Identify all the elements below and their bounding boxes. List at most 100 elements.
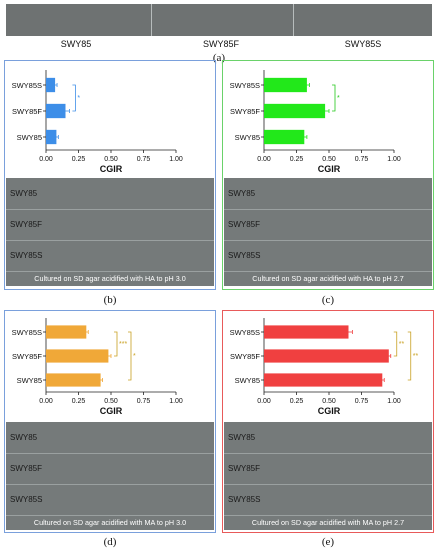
strain-label: SWY85F — [202, 39, 239, 49]
y-tick-label: SWY85 — [235, 133, 260, 142]
y-tick-label: SWY85F — [12, 107, 42, 116]
x-tick-label: 1.00 — [169, 398, 183, 405]
bar — [264, 373, 383, 387]
panel-letter-d: (d) — [103, 536, 117, 548]
panel-c-frame — [222, 60, 434, 290]
bar — [46, 129, 57, 145]
plate-row — [6, 422, 214, 454]
plate-row — [224, 209, 432, 241]
strain-label: SWY85 — [60, 39, 92, 49]
chart-c: SWY85S SWY85F SWY85 0.00 0.25 0.50 0.75 1.00 CGI… — [230, 70, 401, 174]
y-tick-label: SWY85 — [17, 133, 42, 142]
plate-e: SWY85 SWY85F SWY85S Cultured on SD agar aci… — [224, 422, 432, 530]
bar — [46, 325, 87, 339]
plate-row-label: SWY85F — [228, 464, 261, 473]
bar — [46, 373, 101, 387]
strip-divider — [293, 4, 294, 36]
x-tick-label: 0.50 — [104, 398, 118, 405]
y-tick-label: SWY85F — [230, 107, 260, 116]
plate-row-label: SWY85S — [228, 251, 261, 260]
y-tick-label: SWY85F — [230, 352, 260, 361]
panel-b-frame — [4, 60, 216, 290]
significance-label: * — [77, 95, 80, 102]
y-tick-label: SWY85 — [235, 376, 260, 385]
bar — [264, 129, 305, 145]
y-tick-label: SWY85F — [12, 352, 42, 361]
x-axis-label: CGIR — [100, 406, 123, 416]
x-tick-label: 1.00 — [169, 156, 183, 163]
x-tick-label: 0.50 — [322, 156, 336, 163]
panel-letter-b: (b) — [103, 294, 117, 306]
x-tick-label: 0.25 — [290, 398, 304, 405]
significance-bracket — [128, 331, 132, 381]
chart-d: SWY85S SWY85F SWY85 0.00 0.25 0.50 0.75 1.00 CGI… — [12, 318, 183, 416]
plate-row-label: SWY85 — [228, 189, 256, 198]
x-tick-label: 0.00 — [257, 156, 271, 163]
significance-bracket — [114, 331, 118, 357]
strip-divider — [151, 4, 152, 36]
x-tick-label: 0.25 — [290, 156, 304, 163]
panel-e-frame — [222, 310, 434, 533]
plate-row — [224, 453, 432, 485]
significance-label: *** — [119, 341, 127, 348]
plate-row-label: SWY85S — [10, 495, 43, 504]
y-tick-label: SWY85S — [12, 81, 42, 90]
plate-caption: Cultured on SD agar acidified with MA to… — [33, 518, 187, 527]
bar — [46, 103, 66, 119]
y-tick-label: SWY85S — [12, 328, 42, 337]
plate-caption: Cultured on SD agar acidified with HA to… — [34, 274, 186, 283]
y-tick-label: SWY85S — [230, 81, 260, 90]
plate-d: SWY85 SWY85F SWY85S Cultured on SD agar aci… — [6, 422, 214, 530]
significance-label: ** — [399, 341, 405, 348]
plate-c: SWY85 SWY85F SWY85S Cultured on SD agar aci… — [224, 178, 432, 286]
x-tick-label: 0.50 — [322, 398, 336, 405]
plate-row — [224, 422, 432, 454]
plate-row-label: SWY85 — [10, 189, 38, 198]
spot-assay-strip-a — [6, 4, 432, 36]
x-tick-label: 0.00 — [39, 398, 53, 405]
plate-row — [224, 178, 432, 210]
plate-row-label: SWY85F — [10, 220, 43, 229]
x-axis-label: CGIR — [318, 164, 341, 174]
panel-letter-c: (c) — [321, 294, 335, 306]
x-axis-label: CGIR — [100, 164, 123, 174]
significance-bracket — [393, 331, 398, 357]
y-tick-label: SWY85 — [17, 376, 42, 385]
bar — [46, 77, 56, 93]
x-tick-label: 1.00 — [387, 398, 401, 405]
bar — [264, 103, 326, 119]
plate-row — [6, 453, 214, 485]
significance-bracket — [332, 84, 336, 112]
chart-e: SWY85S SWY85F SWY85 0.00 0.25 0.50 0.75 1.00 CGI… — [230, 318, 419, 416]
x-tick-label: 0.75 — [355, 398, 369, 405]
plate-row-label: SWY85 — [10, 433, 38, 442]
plate-row — [6, 484, 214, 516]
plate-row-label: SWY85F — [10, 464, 43, 473]
plate-row-label: SWY85 — [228, 433, 256, 442]
panel-letter-e: (e) — [321, 536, 335, 548]
plate-b: SWY85 SWY85F SWY85S Cultured on SD agar aci… — [6, 178, 214, 286]
x-tick-label: 0.50 — [104, 156, 118, 163]
strain-label: SWY85S — [344, 39, 382, 49]
bar — [264, 325, 349, 339]
plate-row — [6, 178, 214, 210]
significance-label: * — [133, 353, 136, 360]
chart-b: SWY85S SWY85F SWY85 0.00 0.25 0.50 0.75 1.00 CGI… — [12, 70, 183, 174]
significance-bracket — [407, 331, 412, 381]
plate-row-label: SWY85F — [228, 220, 261, 229]
significance-label: * — [337, 95, 340, 102]
plate-row-label: SWY85S — [228, 495, 261, 504]
plate-caption: Cultured on SD agar acidified with MA to… — [251, 518, 405, 527]
x-tick-label: 0.00 — [39, 156, 53, 163]
x-tick-label: 0.75 — [137, 398, 151, 405]
x-axis-label: CGIR — [318, 406, 341, 416]
x-tick-label: 1.00 — [387, 156, 401, 163]
panel-d-frame — [4, 310, 216, 533]
significance-label: ** — [413, 353, 419, 360]
plate-row — [224, 240, 432, 272]
plate-row — [224, 484, 432, 516]
bar — [264, 349, 389, 363]
bar — [46, 349, 109, 363]
plate-row-label: SWY85S — [10, 251, 43, 260]
plate-row — [6, 240, 214, 272]
